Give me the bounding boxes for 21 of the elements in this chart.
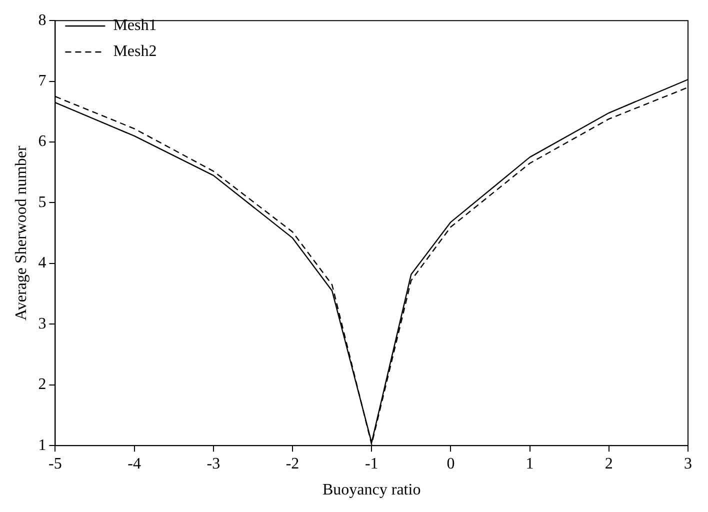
y-tick-label: 1 (38, 436, 46, 454)
x-tick-label: 2 (604, 455, 613, 472)
x-axis-title: Buoyancy ratio (322, 482, 421, 499)
y-tick-label: 6 (38, 133, 46, 150)
x-tick-label: 3 (684, 455, 692, 472)
y-tick-label: 4 (38, 254, 46, 272)
y-axis-title: Average Sherwood number (12, 145, 30, 320)
y-tick-label: 3 (38, 315, 46, 332)
x-tick-label: 1 (526, 455, 534, 472)
legend-label: Mesh1 (113, 17, 157, 34)
y-tick-label: 2 (38, 376, 46, 394)
x-tick-label: -2 (286, 455, 300, 472)
y-tick-label: 8 (38, 12, 46, 29)
y-tick-label: 7 (38, 72, 46, 90)
x-tick-label: -4 (128, 455, 141, 472)
x-tick-label: -3 (206, 455, 220, 472)
x-tick-label: -1 (364, 455, 378, 472)
x-tick-label: -5 (48, 455, 62, 472)
legend-label: Mesh2 (113, 43, 157, 60)
x-tick-label: 0 (446, 455, 455, 472)
y-tick-label: 5 (38, 194, 46, 211)
